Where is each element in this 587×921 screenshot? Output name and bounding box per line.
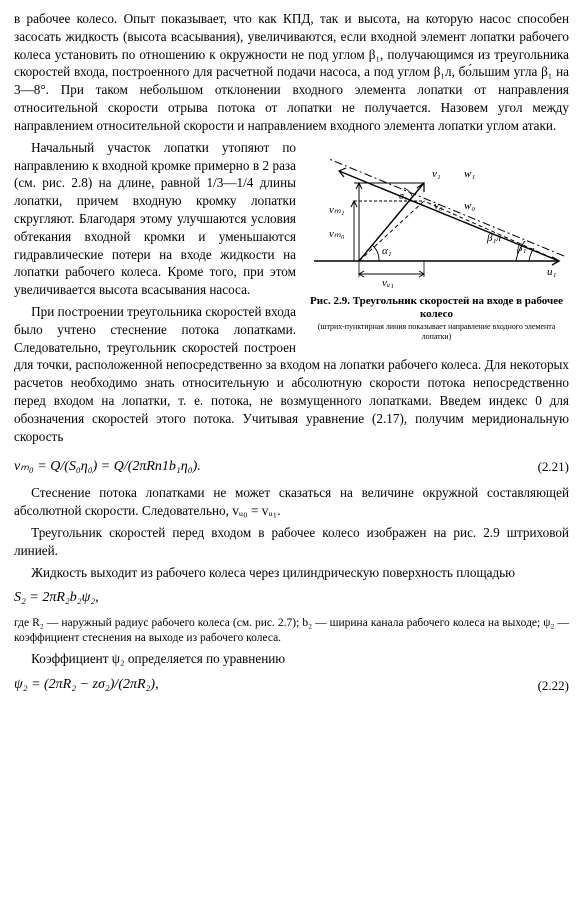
page: в рабочее колесо. Опыт показывает, что к… — [0, 0, 587, 921]
equation-2-22: ψ₂ = (2πR₂ − zσ₂)/(2πR₂), — [14, 676, 159, 695]
velocity-triangle-figure: v₁ w₁ v₀ w₀ vₘ₁ vₘ₀ vᵤ₁ u₁ α₁ σ₁ β₁л β₁ — [304, 141, 569, 291]
figure-caption-sub: (штрих-пунктирная линия показывает напра… — [304, 322, 569, 342]
paragraph-8: Коэффициент ψ₂ определяется по уравнению — [14, 650, 569, 668]
label-sigma1: σ₁ — [399, 191, 407, 202]
figure-caption-title: Рис. 2.9. Треугольник скоростей на входе… — [310, 295, 563, 321]
equation-number-2-21: (2.21) — [538, 458, 569, 476]
label-beta1: β₁ — [516, 242, 526, 254]
paragraph-4: Стеснение потока лопатками не может сказ… — [14, 484, 569, 520]
equation-2-22-row: ψ₂ = (2πR₂ − zσ₂)/(2πR₂), (2.22) — [14, 676, 569, 695]
equation-2-21-row: vₘ₀ = Q/(S₀η₀) = Q/(2πRп1b₁η₀). (2.21) — [14, 458, 569, 477]
label-beta1l: β₁л — [486, 232, 501, 244]
label-v1: v₁ — [432, 168, 441, 180]
equation-number-2-22: (2.22) — [538, 677, 569, 695]
label-v0: v₀ — [434, 200, 443, 212]
paragraph-6: Жидкость выходит из рабочего колеса чере… — [14, 564, 569, 582]
figure-caption: Рис. 2.9. Треугольник скоростей на входе… — [304, 295, 569, 342]
figure-block: v₁ w₁ v₀ w₀ vₘ₁ vₘ₀ vᵤ₁ u₁ α₁ σ₁ β₁л β₁ … — [304, 141, 569, 342]
label-vm0: vₘ₀ — [329, 228, 345, 240]
paragraph-7: где R₂ — наружный радиус рабочего колеса… — [14, 616, 569, 646]
equation-2-21: vₘ₀ = Q/(S₀η₀) = Q/(2πRп1b₁η₀). — [14, 458, 201, 477]
equation-s2: S₂ = 2πR₂b₂ψ₂, — [14, 589, 99, 608]
label-alpha1: α₁ — [382, 245, 392, 257]
paragraph-5: Треугольник скоростей перед входом в раб… — [14, 524, 569, 560]
label-vu1: vᵤ₁ — [382, 277, 394, 289]
label-w0: w₀ — [464, 200, 475, 212]
label-w1: w₁ — [464, 168, 475, 180]
label-vm1: vₘ₁ — [329, 204, 345, 216]
equation-s2-row: S₂ = 2πR₂b₂ψ₂, — [14, 589, 569, 608]
paragraph-1: в рабочее колесо. Опыт показывает, что к… — [14, 10, 569, 135]
label-u1: u₁ — [547, 266, 557, 278]
